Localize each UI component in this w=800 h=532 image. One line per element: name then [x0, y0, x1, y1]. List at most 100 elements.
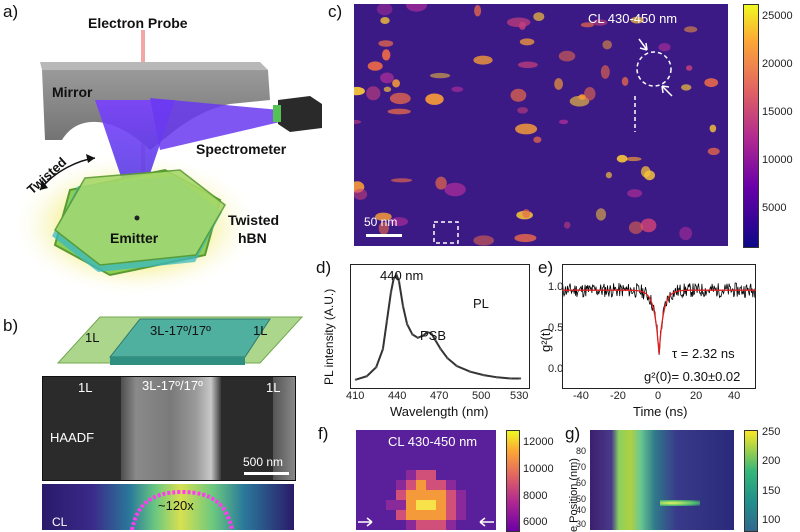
cl-zoom-pixel	[396, 470, 406, 480]
pl-data-point	[439, 347, 442, 351]
cl-bright-spot	[627, 189, 643, 198]
pl-data-point	[395, 273, 398, 276]
cl-zoom-pixel	[466, 490, 476, 500]
cl-zoom-pixel	[466, 520, 476, 530]
line-scan-ytick-0: 80	[576, 446, 587, 456]
cl-zoom-pixel	[406, 430, 416, 440]
cl-zoom-pixel	[426, 500, 436, 510]
cl-zoom-pixel	[436, 500, 446, 510]
cl-bright-spot	[709, 124, 717, 133]
spectrometer-label: Spectrometer	[196, 141, 287, 157]
cl-zoom-pixel	[426, 430, 436, 440]
pl-psb-annotation: PSB	[420, 328, 447, 343]
cl-cbar-tick-2: 15000	[762, 106, 793, 118]
line-scan-ytick-1: 70	[576, 462, 587, 472]
g2-xlabel: Time (ns)	[633, 404, 688, 419]
haadf-scale-label: 500 nm	[243, 455, 284, 469]
spectrometer-icon	[278, 96, 322, 132]
cl-zoom-pixel	[416, 440, 426, 450]
line-scan-cbar-tick-3: 100	[762, 514, 781, 526]
pl-data-point	[446, 356, 449, 360]
haadf-label: HAADF	[50, 430, 95, 445]
cl-bright-spot	[425, 93, 444, 105]
cl-emitter-circle	[636, 51, 672, 87]
cl-zoom-pixel	[396, 460, 406, 470]
cl-bright-spot	[514, 233, 537, 243]
cl-bright-spot	[451, 86, 464, 93]
cl-zoom-pixel	[476, 480, 486, 490]
cl-cbar-tick-1: 20000	[762, 58, 793, 70]
cl-zoom-pixel	[366, 430, 376, 440]
emitter-dot	[134, 215, 140, 221]
cl-zoom-pixel	[456, 450, 466, 460]
cl-bright-spot	[380, 72, 394, 84]
haadf-image	[42, 376, 296, 481]
cl-zoom-pixel	[436, 480, 446, 490]
cl-bright-spot	[378, 221, 389, 235]
cl-zoom-title: CL 430-450 nm	[388, 434, 478, 449]
cl-zoom-pixel	[486, 460, 496, 470]
cl-zoom-box	[433, 221, 459, 244]
cl-zoom-pixel	[426, 440, 436, 450]
cl-cbar-tick-0: 25000	[762, 10, 793, 22]
cl-bright-spot	[580, 22, 594, 28]
cl-zoom-pixel	[416, 460, 426, 470]
cl-zoom-pixel	[436, 490, 446, 500]
haadf-left-1l: 1L	[78, 380, 93, 395]
cl-zoom-pixel	[366, 510, 376, 520]
panel-label-e: e)	[538, 258, 554, 277]
cl-zoom-pixel	[416, 520, 426, 530]
cl-zoom-cbar-tick-1: 10000	[523, 463, 554, 475]
cl-zoom-pixel	[486, 480, 496, 490]
pl-xtick-0: 410	[346, 390, 365, 402]
cl-zoom-pixel	[406, 460, 416, 470]
cl-bright-spot	[681, 84, 692, 91]
cl-zoom-pixel	[356, 450, 366, 460]
emitted-light-cone	[95, 100, 175, 218]
mirror-label: Mirror	[52, 84, 93, 100]
cl-bright-spot	[390, 178, 413, 183]
cl-bright-spot	[684, 26, 698, 33]
cl-zoom-pixel	[446, 510, 456, 520]
line-scan-emitter-feature	[660, 500, 700, 506]
cl-zoom-pixel	[426, 510, 436, 520]
pl-data-point	[365, 375, 368, 378]
g2-tau-annotation: τ = 2.32 ns	[672, 346, 735, 361]
cl-zoom-pixel	[406, 500, 416, 510]
cl-zoom-pixel	[396, 500, 406, 510]
pl-data-point	[405, 323, 409, 326]
cl-bright-spot	[378, 40, 394, 47]
pl-data-point	[354, 378, 358, 381]
cl-zoom-cbar-tick-0: 12000	[523, 436, 554, 448]
line-scan-ytick-5: 30	[576, 519, 587, 529]
cl-zoom-pixel	[376, 440, 386, 450]
panel-label-g: g)	[565, 424, 581, 443]
cl-zoom-pixel	[456, 470, 466, 480]
cl-zoom-pixel	[486, 510, 496, 520]
cl-zoom-pixel	[486, 520, 496, 530]
cl-zoom-pixel	[366, 460, 376, 470]
cl-zoom-pixel	[356, 440, 366, 450]
cl-zoom-pixel	[436, 460, 446, 470]
cl-zoom-pixel	[356, 460, 366, 470]
cl-bright-spot	[600, 65, 610, 79]
cl-bright-spot	[389, 92, 411, 105]
pl-data-point	[401, 304, 405, 308]
schematic-figure	[10, 30, 322, 297]
cl-bright-spot	[354, 119, 362, 124]
cl-bright-spot	[564, 221, 571, 229]
cl-bright-spot	[354, 86, 365, 96]
cl-zoom-pixel	[476, 450, 486, 460]
cl-map-scale-label: 50 nm	[364, 215, 398, 229]
cl-bright-spot	[595, 208, 607, 221]
cl-zoom-pixel	[396, 480, 406, 490]
pl-data-point	[392, 277, 395, 281]
cl-zoom-pixel	[356, 430, 366, 440]
pl-data-point	[482, 373, 485, 377]
pl-data-point	[374, 365, 378, 369]
cl-zoom-pixel	[426, 460, 436, 470]
cl-zoom-pixel	[456, 490, 466, 500]
cl-bright-spot	[605, 171, 612, 179]
cl-zoom-pixel	[386, 490, 396, 500]
pl-data-point	[495, 376, 499, 379]
